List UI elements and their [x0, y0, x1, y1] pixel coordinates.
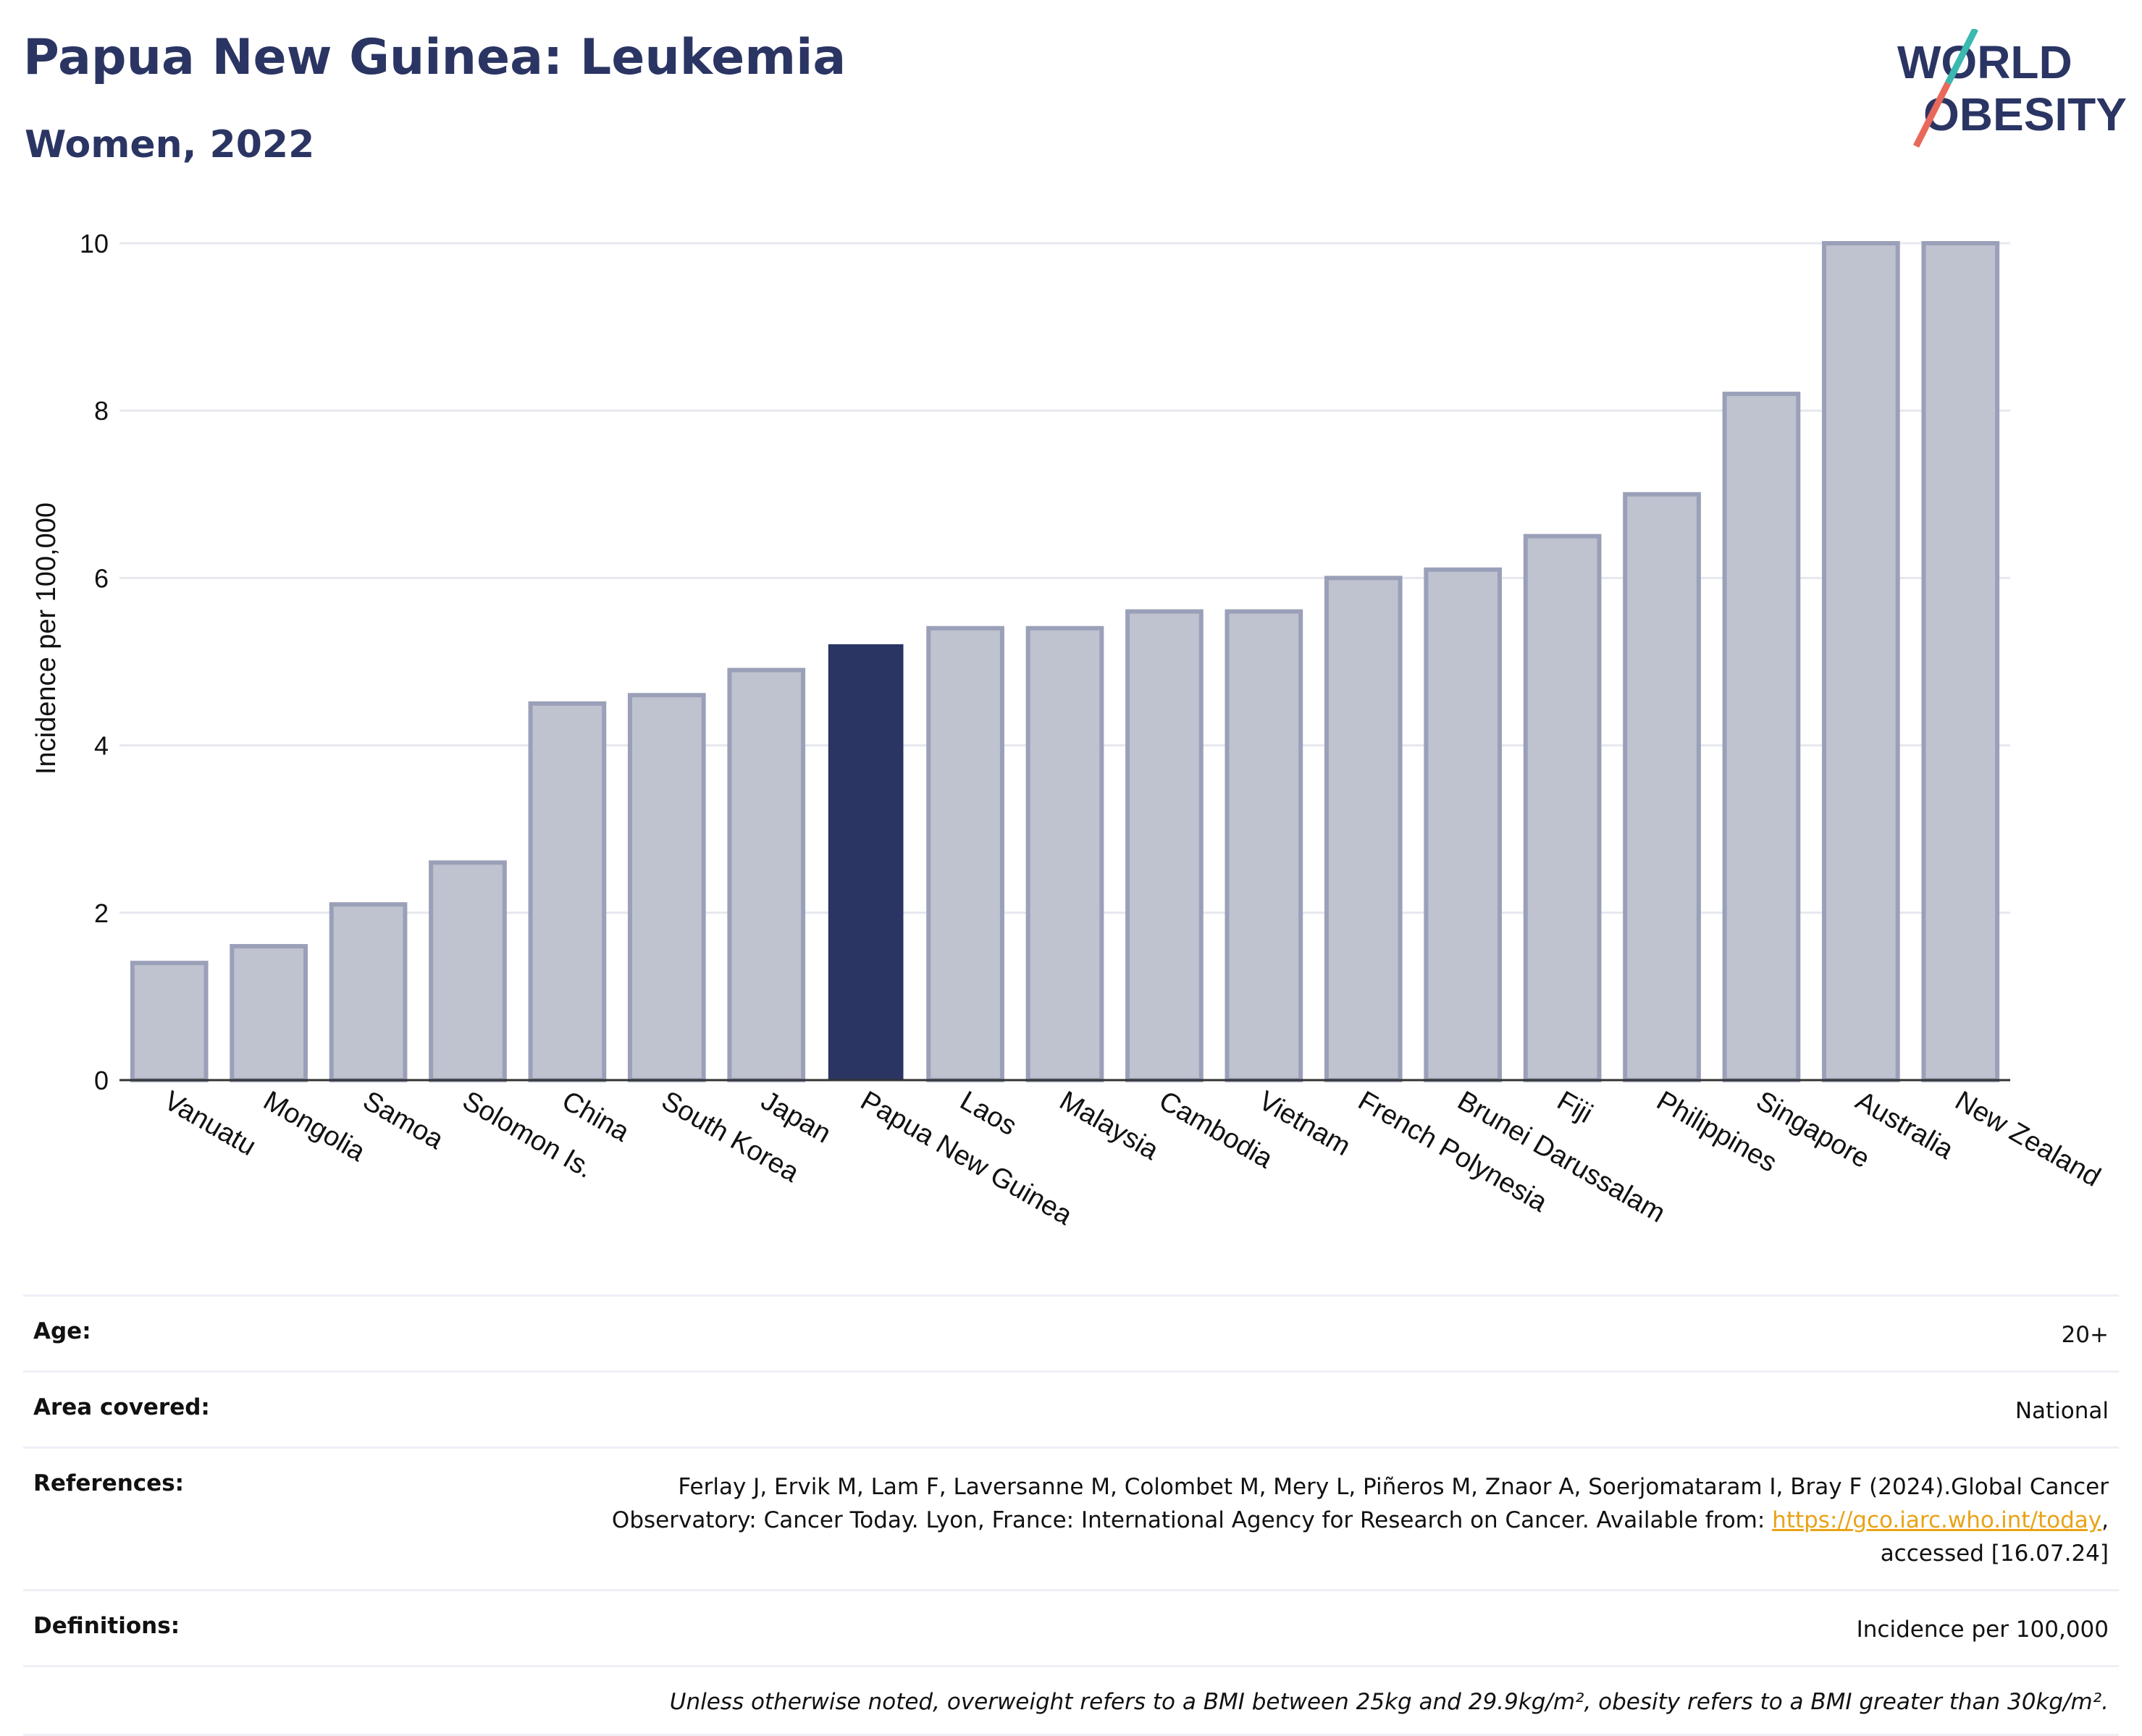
x-tick-label: Vanuatu [159, 1085, 261, 1162]
bar-singapore [1725, 394, 1799, 1080]
references-value: Ferlay J, Ervik M, Lam F, Laversanne M, … [612, 1470, 2109, 1570]
bar-vanuatu [133, 963, 206, 1080]
references-link[interactable]: https://gco.iarc.who.int/today [1772, 1507, 2101, 1533]
y-tick-label: 8 [94, 396, 109, 426]
x-tick-label: New Zealand [1950, 1085, 2106, 1192]
info-row-note: Unless otherwise noted, overweight refer… [23, 1665, 2119, 1736]
x-tick-label: Malaysia [1054, 1085, 1164, 1166]
y-axis-label: Incidence per 100,000 [31, 502, 62, 775]
x-tick-label: Cambodia [1154, 1085, 1278, 1174]
bar-brunei-darussalam [1426, 570, 1500, 1080]
age-value: 20+ [2062, 1318, 2109, 1352]
y-tick-label: 4 [94, 731, 109, 761]
bar-china [531, 704, 605, 1080]
bar-malaysia [1028, 628, 1102, 1080]
bar-cambodia [1127, 612, 1201, 1080]
info-row-area: Area covered: National [23, 1370, 2119, 1446]
x-tick-label: Mongolia [259, 1085, 371, 1168]
x-tick-label: Fiji [1552, 1085, 1597, 1129]
bar-laos [928, 628, 1002, 1080]
definitions-value: Incidence per 100,000 [1857, 1613, 2109, 1646]
bar-vietnam [1227, 612, 1301, 1080]
bar-french-polynesia [1327, 578, 1400, 1080]
y-tick-label: 0 [94, 1066, 109, 1095]
y-tick-label: 2 [94, 898, 109, 928]
bar-australia [1824, 243, 1898, 1080]
y-axis-ticks: 0 2 4 6 8 10 [80, 229, 109, 1095]
chart-bars [133, 243, 1997, 1080]
definitions-label: Definitions: [33, 1613, 180, 1639]
bar-japan [729, 670, 803, 1080]
info-row-age: Age: 20+ [23, 1294, 2119, 1370]
info-row-definitions: Definitions: Incidence per 100,000 [23, 1589, 2119, 1665]
info-table: Age: 20+ Area covered: National Referenc… [23, 1294, 2119, 1736]
bar-mongolia [232, 946, 306, 1080]
area-value: National [2015, 1394, 2109, 1428]
bar-samoa [332, 904, 406, 1080]
bmi-note: Unless otherwise noted, overweight refer… [33, 1689, 2109, 1715]
references-label: References: [33, 1470, 184, 1496]
bar-papua-new-guinea [829, 645, 903, 1080]
info-row-references: References: Ferlay J, Ervik M, Lam F, La… [23, 1446, 2119, 1589]
bar-new-zealand [1923, 243, 1997, 1080]
x-tick-label: Laos [955, 1085, 1022, 1142]
age-label: Age: [33, 1318, 91, 1344]
area-label: Area covered: [33, 1394, 210, 1420]
x-tick-label: China [557, 1085, 635, 1147]
bar-south-korea [630, 695, 704, 1080]
x-tick-label: Japan [756, 1085, 836, 1149]
bar-solomon-is- [431, 862, 505, 1080]
y-tick-label: 10 [80, 229, 109, 258]
bar-fiji [1526, 536, 1600, 1080]
x-tick-label: Samoa [358, 1085, 449, 1155]
y-tick-label: 6 [94, 563, 109, 593]
bar-philippines [1625, 494, 1699, 1080]
